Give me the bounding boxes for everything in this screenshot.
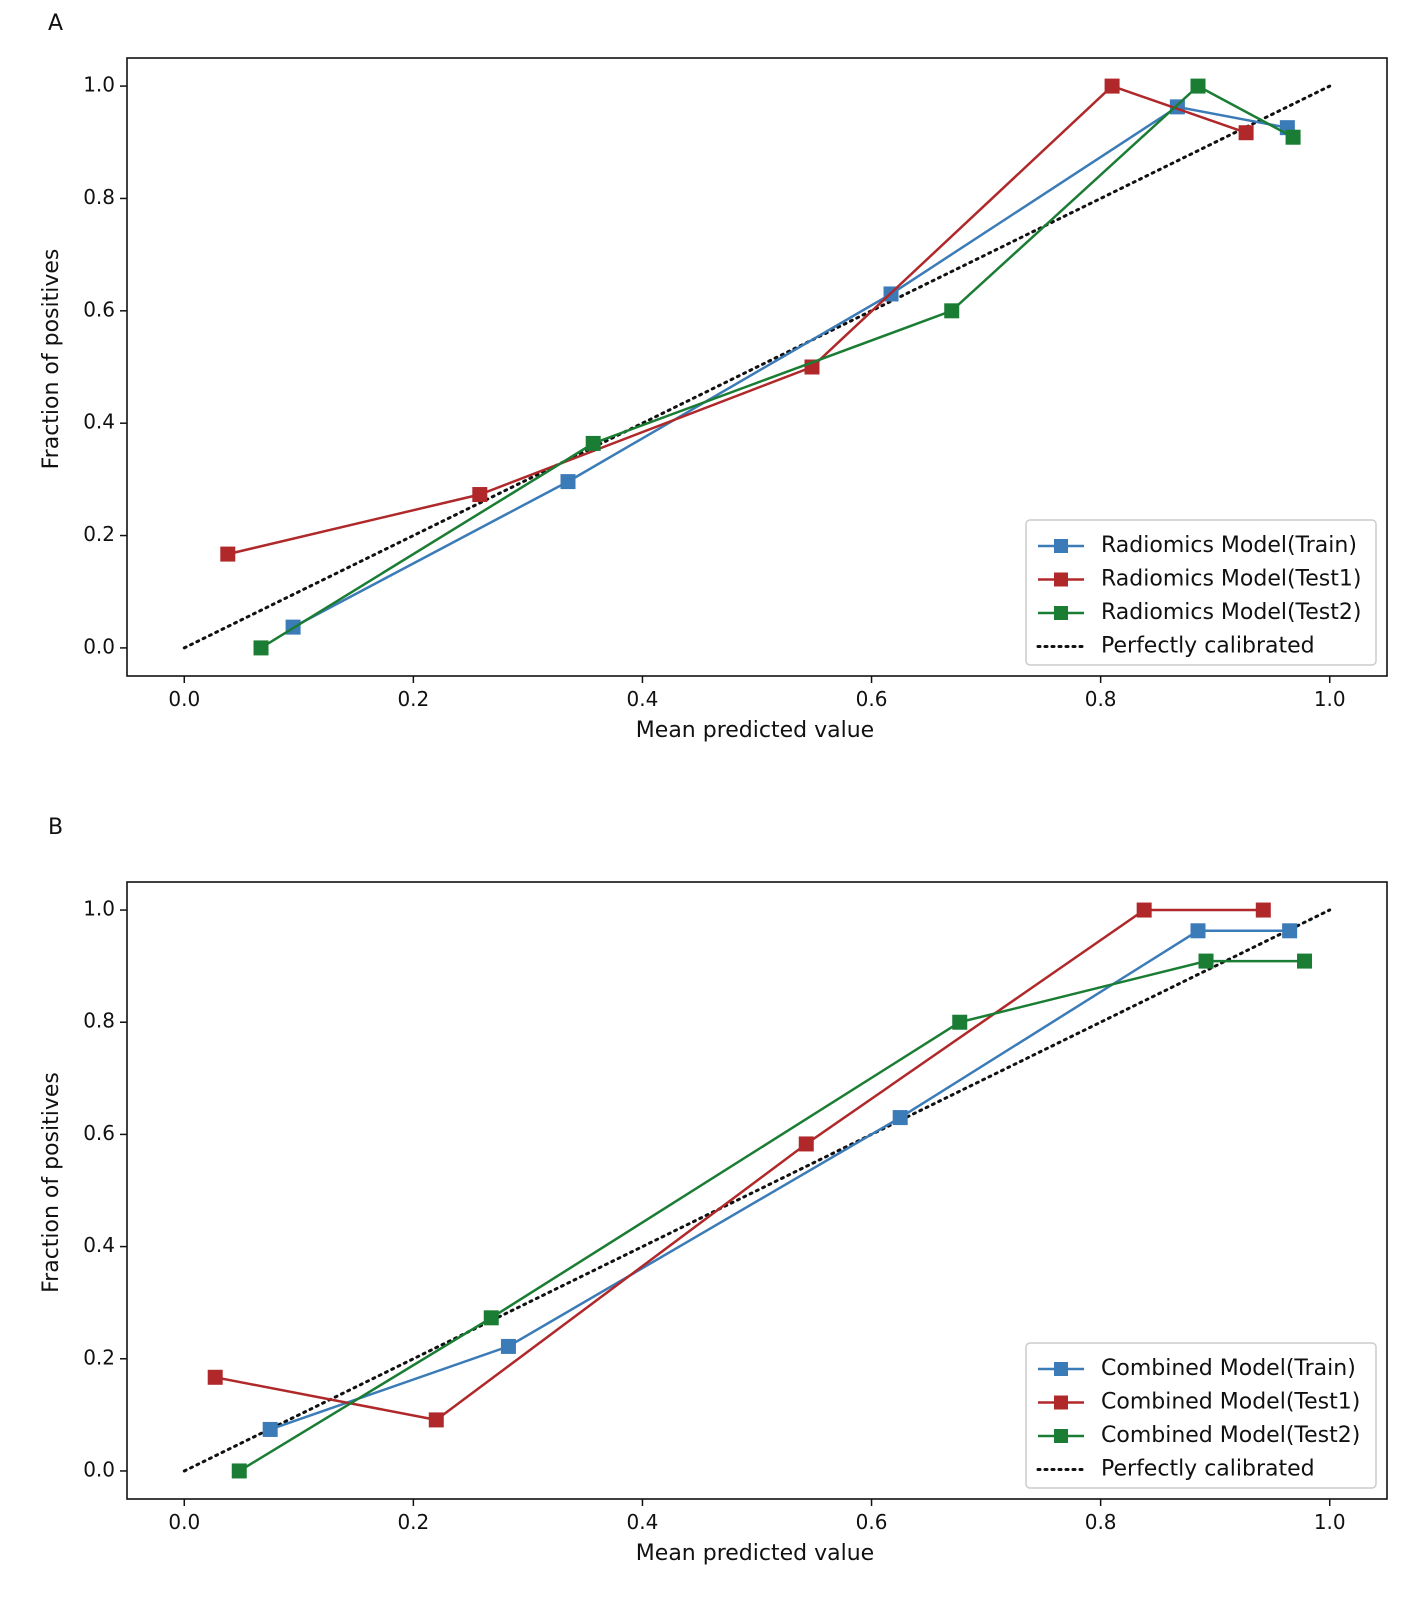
x-tick-label: 0.4 — [627, 687, 659, 711]
legend-marker-test1 — [1054, 572, 1068, 587]
y-tick-label: 0.8 — [83, 1009, 115, 1033]
series-line-test1 — [227, 84, 1247, 556]
ideal-calibration-line — [182, 84, 1332, 650]
marker-test1 — [1238, 125, 1254, 141]
legend-entry: Combined Model(Train) — [1101, 1356, 1356, 1381]
marker-test1 — [1255, 902, 1271, 918]
marker-train — [262, 1421, 278, 1437]
marker-test2 — [585, 435, 601, 451]
plot-frame — [126, 881, 1388, 1500]
marker-test1 — [207, 1369, 223, 1385]
y-tick-label: 0.2 — [83, 1345, 115, 1369]
legend-marker-test1 — [1054, 1395, 1068, 1410]
x-tick-label: 0.8 — [1085, 687, 1117, 711]
marker-train — [500, 1338, 516, 1354]
panel-label: B — [48, 815, 63, 840]
y-tick-label: 1.0 — [83, 73, 115, 97]
x-tick-label: 0.6 — [856, 1510, 888, 1534]
y-tick-label: 0.2 — [83, 522, 115, 546]
y-tick-label: 0.6 — [83, 1121, 115, 1145]
panel-label: A — [48, 11, 63, 36]
marker-test1 — [472, 487, 488, 503]
x-tick-label: 0.0 — [168, 687, 200, 711]
marker-test1 — [220, 546, 236, 562]
legend-marker-train — [1054, 539, 1068, 553]
marker-train — [892, 1110, 908, 1126]
x-tick-label: 0.8 — [1085, 1510, 1117, 1534]
marker-test2 — [1190, 78, 1206, 94]
x-tick-label: 1.0 — [1314, 687, 1346, 711]
marker-test1 — [1104, 78, 1120, 94]
marker-test2 — [944, 303, 960, 319]
legend-entry: Combined Model(Test2) — [1101, 1423, 1360, 1448]
marker-test2 — [952, 1014, 968, 1030]
legend-entry: Radiomics Model(Train) — [1101, 533, 1357, 558]
panel-a: A 0.0 0.2 0.4 0.6 0.8 1.0 0.0 0.2 0.4 0.6 0.8 1.0 Mea… — [39, 11, 1388, 743]
marker-test2 — [483, 1310, 499, 1326]
legend-marker-test2 — [1054, 606, 1068, 620]
x-tick-label: 0.2 — [397, 1510, 429, 1534]
x-tick-label: 0.4 — [627, 1510, 659, 1534]
marker-test2 — [231, 1463, 247, 1479]
marker-test2 — [1297, 953, 1313, 969]
y-tick-label: 0.8 — [83, 185, 115, 209]
x-tick-label: 0.2 — [397, 687, 429, 711]
marker-test1 — [1136, 902, 1152, 918]
panel-b: B 0.0 0.2 0.4 0.6 0.8 1.0 0.0 0.2 0.4 0.6 0.8 1.0 Mea… — [39, 815, 1388, 1566]
legend-entry: Combined Model(Test1) — [1101, 1390, 1360, 1415]
marker-train — [1282, 923, 1298, 939]
x-axis-label: Mean predicted value — [636, 718, 874, 743]
legend: Combined Model(Train) Combined Model(Test… — [1025, 1342, 1377, 1489]
x-tick-label: 0.6 — [856, 687, 888, 711]
marker-test1 — [428, 1412, 444, 1428]
legend-entry: Perfectly calibrated — [1101, 634, 1315, 659]
marker-train — [560, 474, 576, 490]
ideal-calibration-line — [182, 908, 1332, 1473]
legend: Radiomics Model(Train) Radiomics Model(Te… — [1025, 519, 1377, 666]
legend-entry: Radiomics Model(Test2) — [1101, 600, 1361, 625]
legend-frame — [1025, 519, 1377, 666]
marker-train — [1190, 923, 1206, 939]
legend-marker-train — [1054, 1362, 1068, 1376]
y-tick-label: 0.0 — [83, 634, 115, 658]
x-tick-label: 0.0 — [168, 1510, 200, 1534]
marker-test2 — [253, 640, 269, 656]
y-tick-label: 1.0 — [83, 897, 115, 921]
marker-test2 — [1285, 129, 1301, 145]
y-tick-label: 0.4 — [83, 1233, 115, 1257]
legend-entry: Radiomics Model(Test1) — [1101, 567, 1361, 592]
marker-test1 — [798, 1136, 814, 1152]
legend-frame — [1025, 1342, 1377, 1489]
plot-frame — [126, 57, 1388, 677]
y-axis-label: Fraction of positives — [39, 249, 64, 470]
y-tick-label: 0.0 — [83, 1457, 115, 1481]
legend-entry: Perfectly calibrated — [1101, 1457, 1315, 1482]
legend-marker-test2 — [1054, 1429, 1068, 1443]
marker-test2 — [1198, 953, 1214, 969]
x-axis-label: Mean predicted value — [636, 1541, 874, 1566]
y-axis-label: Fraction of positives — [39, 1072, 64, 1293]
y-tick-label: 0.6 — [83, 297, 115, 321]
x-tick-label: 1.0 — [1314, 1510, 1346, 1534]
y-tick-label: 0.4 — [83, 410, 115, 434]
